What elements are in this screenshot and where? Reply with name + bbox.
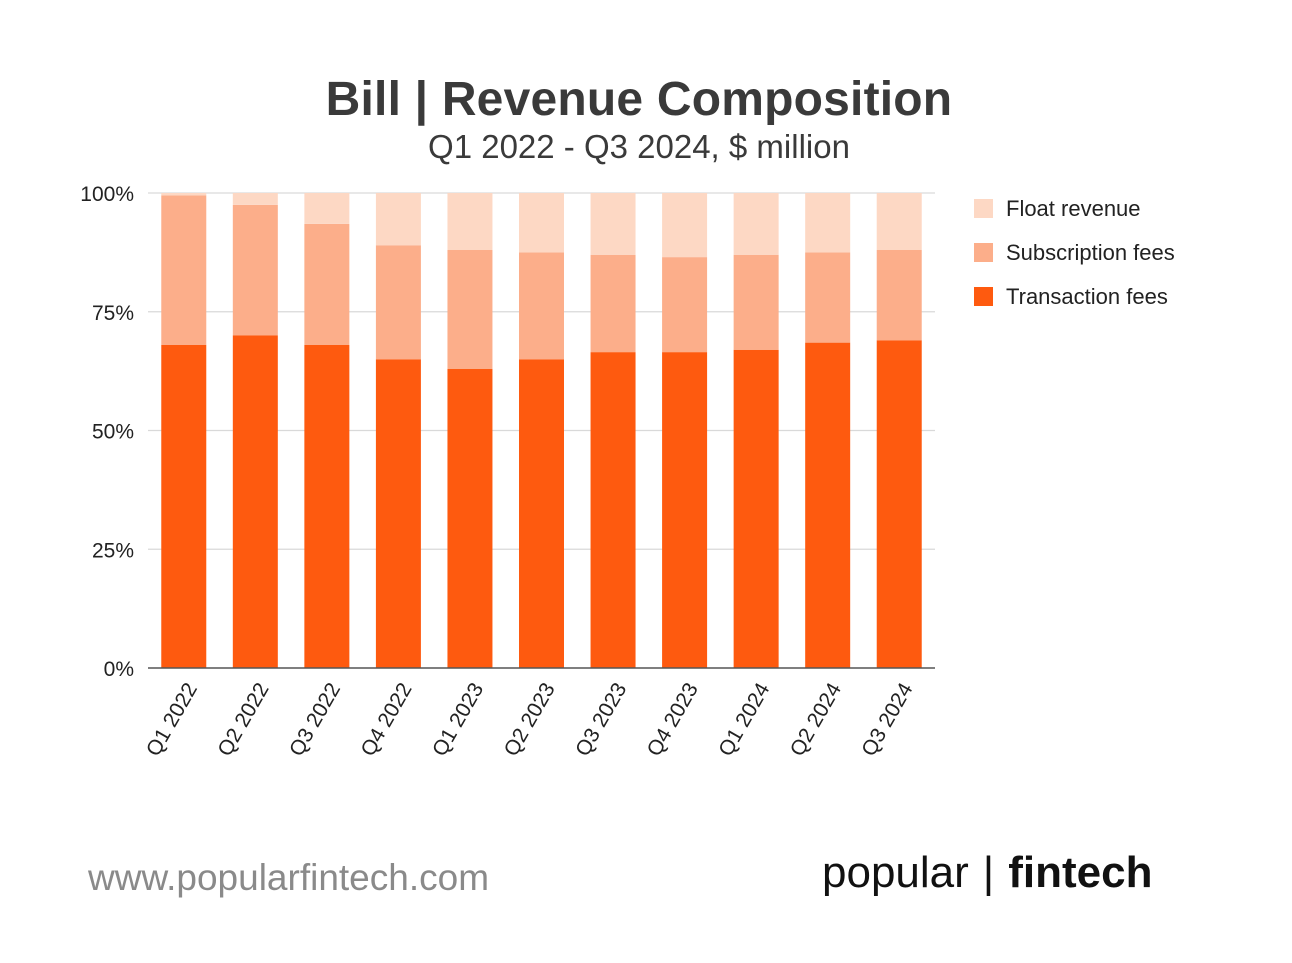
y-tick-label: 25% [92, 539, 134, 562]
x-tick-label: Q2 2024 [786, 679, 846, 761]
bar-transaction-fees [805, 342, 851, 668]
bar-transaction-fees [590, 352, 636, 668]
bar-transaction-fees [161, 345, 207, 668]
chart-title: Bill | Revenue Composition [325, 73, 953, 126]
x-tick-label: Q1 2022 [142, 679, 202, 760]
bar-subscription-fees [232, 204, 278, 336]
brand-logo-right: fintech [1008, 848, 1153, 897]
bar-transaction-fees [375, 359, 421, 668]
bar-subscription-fees [375, 245, 421, 360]
legend-label: Subscription fees [1006, 240, 1175, 265]
bar-transaction-fees [733, 349, 779, 668]
x-tick-label: Q2 2023 [500, 679, 560, 760]
bar-subscription-fees [304, 223, 350, 345]
brand-logo-separator: | [982, 848, 995, 897]
bar-float-revenue [805, 193, 851, 253]
chart-subtitle: Q1 2022 - Q3 2024, $ million [428, 128, 850, 165]
bar-float-revenue [232, 193, 278, 205]
bar-subscription-fees [662, 257, 708, 353]
bar-subscription-fees [161, 195, 207, 345]
bar-transaction-fees [447, 368, 493, 668]
x-tick-label: Q3 2023 [571, 679, 631, 760]
x-tick-label: Q2 2022 [213, 679, 273, 760]
bar-transaction-fees [232, 335, 278, 668]
legend-swatch [974, 243, 993, 262]
legend-swatch [974, 199, 993, 218]
x-tick-label: Q1 2024 [714, 679, 774, 761]
x-tick-label: Q4 2023 [643, 679, 703, 760]
bar-float-revenue [519, 193, 564, 253]
legend-swatch [974, 287, 993, 306]
bar-float-revenue [304, 193, 350, 224]
bar-float-revenue [876, 193, 922, 250]
bar-subscription-fees [447, 250, 493, 369]
bar-float-revenue [375, 193, 421, 246]
y-tick-label: 0% [104, 658, 134, 681]
bar-float-revenue [447, 193, 493, 250]
brand-logo: popular | fintech [822, 848, 1152, 898]
brand-logo-left: popular [822, 848, 969, 897]
y-tick-label: 75% [92, 302, 134, 325]
x-tick-label: Q4 2022 [357, 679, 417, 760]
bar-subscription-fees [590, 254, 636, 353]
bar-subscription-fees [805, 252, 851, 343]
y-tick-label: 100% [80, 183, 134, 206]
legend-label: Float revenue [1006, 196, 1141, 221]
bar-float-revenue [161, 193, 207, 196]
bar-transaction-fees [304, 345, 350, 668]
bar-subscription-fees [519, 252, 564, 360]
x-tick-label: Q1 2023 [428, 679, 488, 760]
bar-transaction-fees [662, 352, 708, 668]
bar-float-revenue [733, 193, 779, 255]
x-tick-label: Q3 2024 [857, 679, 917, 761]
x-tick-label: Q3 2022 [285, 679, 345, 760]
bar-subscription-fees [733, 254, 779, 350]
bar-float-revenue [590, 193, 636, 255]
y-tick-label: 50% [92, 421, 134, 444]
bar-transaction-fees [876, 340, 922, 668]
legend-label: Transaction fees [1006, 284, 1168, 309]
bar-float-revenue [662, 193, 708, 258]
website-url: www.popularfintech.com [88, 857, 490, 898]
bar-transaction-fees [519, 359, 564, 668]
bar-subscription-fees [876, 250, 922, 341]
